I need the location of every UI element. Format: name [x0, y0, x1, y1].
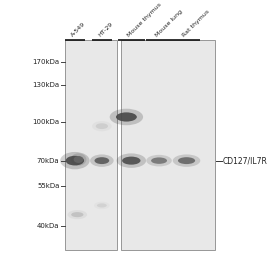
Ellipse shape [71, 212, 83, 217]
Text: Mouse lung: Mouse lung [154, 9, 183, 38]
Text: CD127/IL7R: CD127/IL7R [223, 156, 268, 165]
Ellipse shape [110, 109, 143, 125]
Ellipse shape [90, 154, 114, 167]
Ellipse shape [146, 155, 172, 166]
Ellipse shape [117, 153, 146, 168]
Text: 130kDa: 130kDa [32, 82, 59, 88]
Ellipse shape [178, 157, 195, 164]
Ellipse shape [97, 203, 107, 208]
Text: 170kDa: 170kDa [32, 59, 59, 65]
Ellipse shape [95, 157, 109, 164]
Text: HT-29: HT-29 [97, 21, 114, 38]
Bar [65, 40, 117, 250]
Ellipse shape [74, 156, 83, 163]
Ellipse shape [94, 202, 110, 209]
Text: 55kDa: 55kDa [37, 183, 59, 189]
Text: Mouse thymus: Mouse thymus [127, 2, 163, 38]
Ellipse shape [151, 157, 167, 164]
Ellipse shape [71, 153, 86, 166]
Text: 100kDa: 100kDa [32, 119, 59, 125]
Ellipse shape [96, 123, 108, 129]
Text: 40kDa: 40kDa [37, 223, 59, 229]
Ellipse shape [66, 156, 84, 165]
Text: 70kDa: 70kDa [37, 158, 59, 164]
Ellipse shape [116, 112, 137, 122]
Ellipse shape [67, 210, 87, 219]
Ellipse shape [122, 157, 141, 165]
Ellipse shape [60, 152, 90, 169]
Ellipse shape [92, 121, 112, 131]
Bar [121, 40, 215, 250]
Ellipse shape [173, 154, 200, 167]
Text: Rat thymus: Rat thymus [182, 9, 211, 38]
Text: A-549: A-549 [70, 21, 86, 38]
